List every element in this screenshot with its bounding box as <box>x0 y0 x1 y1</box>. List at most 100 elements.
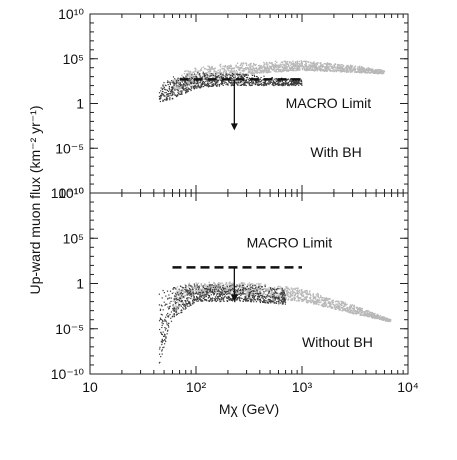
scatter-point-light <box>180 297 182 299</box>
scatter-point-dark <box>165 95 167 97</box>
scatter-point-light <box>336 303 339 305</box>
scatter-point-light <box>356 310 358 313</box>
scatter-point-dark <box>216 79 218 81</box>
scatter-point-dark <box>194 298 196 300</box>
scatter-point-dark <box>275 292 277 294</box>
scatter-point-dark <box>219 295 221 297</box>
scatter-point-dark <box>247 78 249 81</box>
scatter-point-dark <box>163 86 165 88</box>
scatter-point-dark <box>183 287 185 289</box>
scatter-point-dark <box>209 288 211 290</box>
scatter-point-dark <box>278 296 280 298</box>
scatter-point-light <box>293 295 296 297</box>
scatter-point-dark <box>180 291 182 293</box>
scatter-point-light <box>277 292 279 294</box>
scatter-point-light <box>299 63 301 65</box>
scatter-point-light <box>294 297 296 299</box>
scatter-point-light <box>308 297 311 299</box>
scatter-point-light <box>367 313 370 316</box>
scatter-point-dark <box>230 77 233 79</box>
scatter-point-dark <box>272 298 274 300</box>
scatter-point-light <box>185 287 187 290</box>
scatter-point-light <box>309 293 311 296</box>
scatter-point-light <box>385 318 388 320</box>
scatter-point-light <box>173 298 175 300</box>
scatter-point-dark <box>214 80 216 83</box>
scatter-point-dark <box>282 294 284 296</box>
scatter-point-dark <box>247 295 250 297</box>
scatter-point-dark <box>175 297 177 299</box>
scatter-point-dark <box>181 300 184 302</box>
scatter-point-dark <box>259 291 261 293</box>
scatter-point-light <box>308 64 310 66</box>
scatter-point-light <box>330 307 333 309</box>
scatter-point-light <box>258 72 260 74</box>
scatter-point-dark <box>166 314 168 316</box>
scatter-point-dark <box>189 304 191 306</box>
scatter-point-dark <box>218 77 220 79</box>
scatter-point-light <box>268 71 270 73</box>
scatter-point-light <box>253 284 255 286</box>
scatter-point-light <box>297 294 299 297</box>
scatter-point-dark <box>205 294 207 296</box>
scatter-point-dark <box>248 291 250 293</box>
scatter-point-dark <box>190 296 192 298</box>
scatter-point-light <box>201 290 203 292</box>
scatter-point-light <box>229 65 231 67</box>
scatter-point-dark <box>219 298 221 300</box>
scatter-point-dark <box>236 82 238 84</box>
scatter-point-dark <box>162 93 164 95</box>
scatter-point-dark <box>239 286 241 288</box>
scatter-point-dark <box>168 308 170 310</box>
scatter-point-light <box>343 305 346 307</box>
scatter-point-light <box>285 290 287 293</box>
scatter-point-dark <box>214 84 216 86</box>
scatter-point-dark <box>222 298 225 300</box>
scatter-point-light <box>298 297 301 300</box>
scatter-point-light <box>369 313 372 316</box>
scatter-point-dark <box>226 77 228 79</box>
scatter-point-light <box>349 71 352 73</box>
scatter-point-light <box>218 285 220 287</box>
scatter-point-dark <box>240 292 242 294</box>
scatter-point-light <box>191 72 193 75</box>
scatter-point-light <box>280 66 282 68</box>
scatter-point-dark <box>282 302 284 304</box>
scatter-point-light <box>337 64 339 66</box>
scatter-point-dark <box>161 314 163 316</box>
scatter-point-dark <box>182 89 185 91</box>
scatter-point-dark <box>297 82 299 84</box>
scatter-point-light <box>355 306 358 308</box>
scatter-point-light <box>382 317 385 319</box>
scatter-point-light <box>211 67 214 70</box>
scatter-point-light <box>291 293 293 296</box>
scatter-point-light <box>338 300 340 303</box>
scatter-point-dark <box>174 78 176 80</box>
scatter-point-dark <box>231 299 233 301</box>
scatter-point-light <box>329 298 331 300</box>
scatter-point-light <box>341 70 343 73</box>
scatter-point-light <box>202 72 204 75</box>
scatter-point-light <box>253 69 255 72</box>
scatter-point-dark <box>251 82 253 85</box>
scatter-point-light <box>283 64 285 66</box>
scatter-point-light <box>255 71 257 73</box>
scatter-point-dark <box>181 81 183 83</box>
scatter-point-light <box>187 74 189 76</box>
scatter-point-dark <box>277 83 279 85</box>
scatter-point-dark <box>279 299 281 301</box>
scatter-point-light <box>263 288 265 290</box>
scatter-point-light <box>301 291 304 293</box>
scatter-point-light <box>227 67 229 69</box>
scatter-point-light <box>196 289 198 292</box>
scatter-point-light <box>376 71 378 73</box>
scatter-point-light <box>336 305 338 307</box>
scatter-point-light <box>320 297 323 299</box>
scatter-point-light <box>283 293 285 295</box>
scatter-point-dark <box>283 292 285 294</box>
scatter-point-light <box>243 68 246 70</box>
scatter-point-dark <box>208 85 210 87</box>
scatter-point-dark <box>260 294 262 296</box>
scatter-point-light <box>271 293 273 295</box>
scatter-point-light <box>304 60 306 62</box>
